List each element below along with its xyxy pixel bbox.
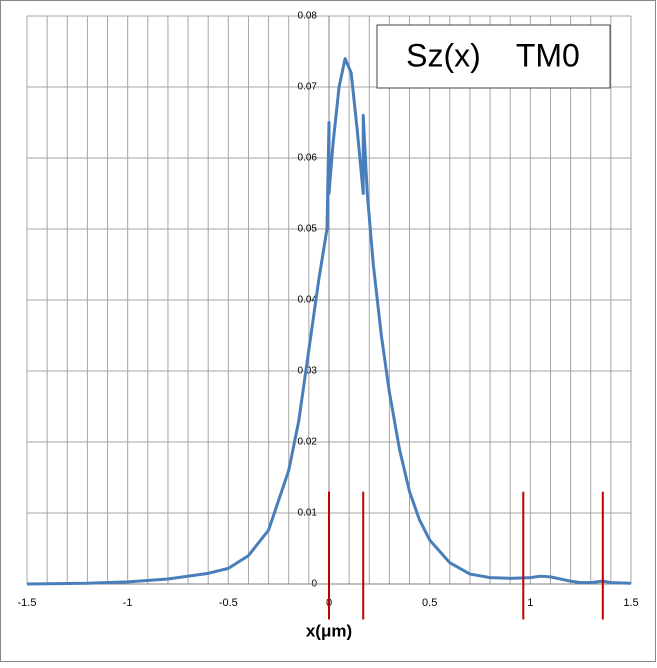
y-tick-label: 0.04 bbox=[298, 295, 318, 306]
x-tick-label: -1 bbox=[123, 597, 133, 609]
y-tick-label: 0.03 bbox=[298, 366, 318, 377]
y-tick-label: 0.01 bbox=[298, 508, 318, 519]
y-tick-label: 0.06 bbox=[298, 153, 318, 164]
x-tick-label: 1 bbox=[527, 597, 533, 609]
y-tick-label: 0.07 bbox=[298, 82, 318, 93]
x-tick-label: -0.5 bbox=[219, 597, 238, 609]
x-axis-label: x(μm) bbox=[306, 621, 352, 640]
x-tick-label: -1.5 bbox=[18, 597, 37, 609]
title-box bbox=[376, 24, 611, 89]
marks bbox=[26, 57, 632, 620]
x-tick-label: 1.5 bbox=[623, 597, 638, 609]
y-tick-label: 0.02 bbox=[298, 437, 318, 448]
y-tick-label: 0.08 bbox=[298, 11, 318, 22]
data-line bbox=[26, 57, 632, 586]
chart-title: Sz(x) TM0 bbox=[406, 37, 580, 73]
grid: -1.5-1-0.500.511.500.010.020.030.040.050… bbox=[18, 11, 639, 609]
x-tick-label: 0.5 bbox=[422, 597, 437, 609]
y-tick-label: 0.05 bbox=[298, 224, 318, 235]
